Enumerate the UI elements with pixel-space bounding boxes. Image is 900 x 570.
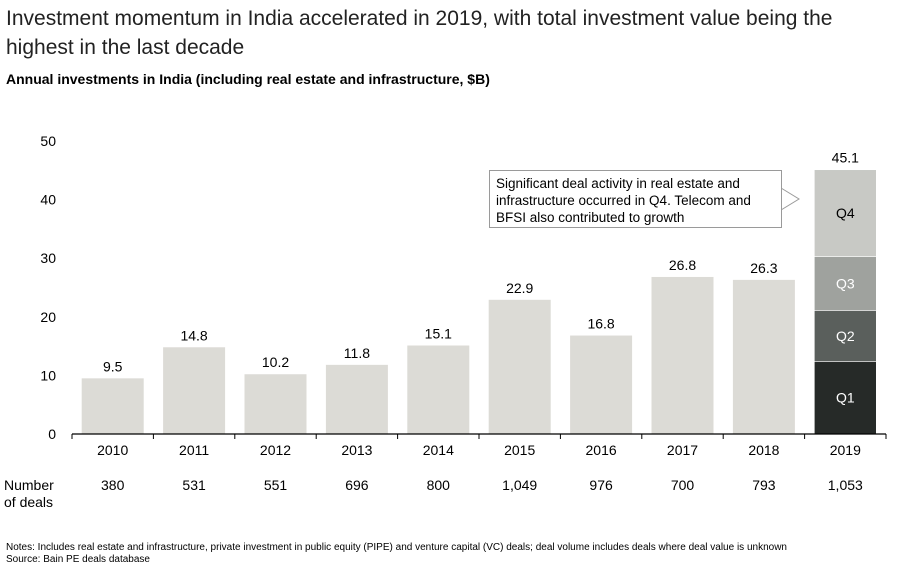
value-label: 11.8 xyxy=(344,345,370,361)
value-label: 15.1 xyxy=(425,326,452,342)
source-text: Source: Bain PE deals database xyxy=(6,554,150,565)
bar-2016 xyxy=(570,335,633,434)
deals-row-label: Number of deals xyxy=(4,477,54,510)
deals-count: 696 xyxy=(345,477,369,493)
y-tick-label: 40 xyxy=(40,192,56,208)
value-label: 9.5 xyxy=(103,358,123,374)
notes-text: Notes: Includes real estate and infrastr… xyxy=(6,542,787,553)
bar-2015 xyxy=(488,299,551,434)
bar-2011 xyxy=(163,347,226,434)
bar-segment-q4 xyxy=(813,169,877,257)
y-tick-label: 10 xyxy=(40,367,56,383)
annotation-callout: Significant deal activity in real estate… xyxy=(489,170,782,228)
y-tick-label: 50 xyxy=(40,133,56,149)
x-tick-label: 2014 xyxy=(423,442,454,458)
segment-label-q3: Q3 xyxy=(836,275,855,291)
x-tick-label: 2017 xyxy=(667,442,698,458)
chart-notes: Notes: Includes real estate and infrastr… xyxy=(6,542,787,566)
value-label: 22.9 xyxy=(506,280,533,296)
value-label: 10.2 xyxy=(262,354,289,370)
value-label: 26.8 xyxy=(669,257,696,273)
segment-label-q4: Q4 xyxy=(836,205,855,221)
x-tick-label: 2010 xyxy=(97,442,128,458)
x-tick-label: 2016 xyxy=(586,442,617,458)
segment-label-q2: Q2 xyxy=(836,328,855,344)
segment-label-q1: Q1 xyxy=(836,390,855,406)
bar-chart: 0 10 20 30 40 50 9.5 2010 380 14.8 2011 531 10.2 2012… xyxy=(4,133,887,510)
value-label: 26.3 xyxy=(750,260,777,276)
bar-2018 xyxy=(732,279,795,434)
bar-2012 xyxy=(244,374,307,434)
bar-2013 xyxy=(325,364,388,434)
value-label: 16.8 xyxy=(587,316,614,332)
bar-2010 xyxy=(81,378,144,434)
deals-count: 976 xyxy=(589,477,613,493)
deals-count: 700 xyxy=(671,477,695,493)
x-tick-label: 2019 xyxy=(830,442,861,458)
x-tick-label: 2013 xyxy=(341,442,372,458)
deals-count: 1,053 xyxy=(828,477,863,493)
deals-count: 380 xyxy=(101,477,125,493)
deals-count: 1,049 xyxy=(502,477,537,493)
value-label: 45.1 xyxy=(832,150,859,166)
x-tick-label: 2018 xyxy=(748,442,779,458)
y-tick-label: 0 xyxy=(48,426,56,442)
deals-count: 800 xyxy=(427,477,451,493)
value-label: 14.8 xyxy=(180,327,207,343)
x-tick-label: 2015 xyxy=(504,442,535,458)
callout-pointer xyxy=(780,187,800,211)
y-tick-label: 20 xyxy=(40,309,56,325)
y-tick-label: 30 xyxy=(40,250,56,266)
chart-title: Annual investments in India (including r… xyxy=(6,71,490,87)
bar-2014 xyxy=(407,345,470,434)
bar-segment-q2 xyxy=(813,310,877,362)
x-tick-label: 2012 xyxy=(260,442,291,458)
deals-count: 531 xyxy=(182,477,206,493)
headline: Investment momentum in India accelerated… xyxy=(6,7,833,59)
deals-count: 793 xyxy=(752,477,776,493)
bar-2017 xyxy=(651,276,714,434)
deals-count: 551 xyxy=(264,477,288,493)
x-tick-label: 2011 xyxy=(179,442,209,458)
bar-segment-q1 xyxy=(813,361,877,435)
